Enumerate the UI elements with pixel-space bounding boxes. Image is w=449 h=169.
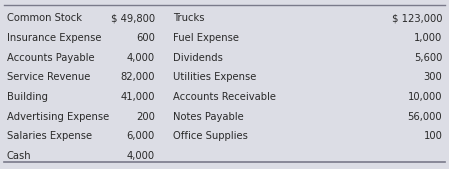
Text: Accounts Payable: Accounts Payable — [7, 53, 94, 63]
Text: 1,000: 1,000 — [414, 33, 442, 43]
Text: Building: Building — [7, 92, 48, 102]
Text: Cash: Cash — [7, 151, 31, 161]
Text: Common Stock: Common Stock — [7, 13, 82, 23]
Text: 82,000: 82,000 — [120, 72, 155, 82]
Text: Trucks: Trucks — [173, 13, 204, 23]
Text: Notes Payable: Notes Payable — [173, 112, 244, 122]
Text: Insurance Expense: Insurance Expense — [7, 33, 101, 43]
Text: 4,000: 4,000 — [127, 53, 155, 63]
Text: Salaries Expense: Salaries Expense — [7, 131, 92, 141]
Text: $ 123,000: $ 123,000 — [392, 13, 442, 23]
Text: 5,600: 5,600 — [414, 53, 442, 63]
Text: 56,000: 56,000 — [408, 112, 442, 122]
Text: Office Supplies: Office Supplies — [173, 131, 248, 141]
Text: 41,000: 41,000 — [120, 92, 155, 102]
Text: Utilities Expense: Utilities Expense — [173, 72, 256, 82]
Text: Dividends: Dividends — [173, 53, 223, 63]
Text: Advertising Expense: Advertising Expense — [7, 112, 109, 122]
Text: 300: 300 — [423, 72, 442, 82]
Text: $ 49,800: $ 49,800 — [111, 13, 155, 23]
Text: Service Revenue: Service Revenue — [7, 72, 90, 82]
Text: Accounts Receivable: Accounts Receivable — [173, 92, 276, 102]
Text: 200: 200 — [136, 112, 155, 122]
Text: 6,000: 6,000 — [127, 131, 155, 141]
Text: 600: 600 — [136, 33, 155, 43]
Text: 10,000: 10,000 — [408, 92, 442, 102]
Text: Fuel Expense: Fuel Expense — [173, 33, 239, 43]
Text: 100: 100 — [423, 131, 442, 141]
Text: 4,000: 4,000 — [127, 151, 155, 161]
